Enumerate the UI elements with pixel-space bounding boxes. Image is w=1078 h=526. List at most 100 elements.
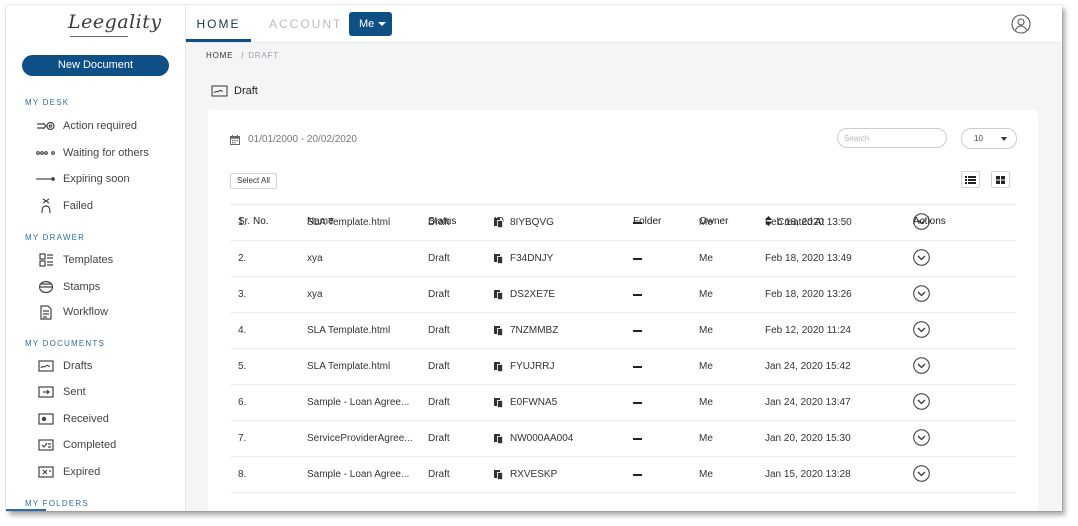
cell-created-at: Jan 20, 2020 15:30 [765,433,851,444]
date-range-filter[interactable]: 01/01/2000 - 20/02/2020 [230,134,357,145]
cell-owner: Me [699,289,713,300]
sidebar: Leegality New Document MY DESK Action re… [6,5,186,511]
sidebar-item-failed[interactable]: Failed [36,197,93,215]
caret-down-icon [378,22,386,26]
cell-sr-no: 3. [238,289,247,300]
chevron-down-circle-icon[interactable] [913,429,930,446]
chevron-down-circle-icon[interactable] [913,357,930,374]
chevron-down-circle-icon[interactable] [913,321,930,338]
expiring-line-icon [36,172,56,186]
sidebar-item-workflow[interactable]: Workflow [36,303,108,321]
table-row[interactable]: 5. SLA Template.html Draft FYUJRRJ Me Ja… [230,349,1016,385]
documents-card: 01/01/2000 - 20/02/2020 10 Select All Sr… [208,110,1038,511]
cell-document-name[interactable]: xya [307,289,323,300]
cell-document-id: E0FWNA5 [494,397,557,408]
cell-id-text: DS2XE7E [510,289,556,300]
brand-logo[interactable]: Leegality [68,11,162,33]
sidebar-item-expired[interactable]: Expired [36,463,100,481]
table-row[interactable]: 1. SLA Template.html Draft 8IYBQVG Me Fe… [230,205,1016,241]
chevron-down-circle-icon[interactable] [913,249,930,266]
sidebar-item-expiring-soon[interactable]: Expiring soon [36,170,130,188]
chevron-down-circle-icon[interactable] [913,285,930,302]
select-all-button[interactable]: Select All [230,173,277,189]
cell-document-name[interactable]: Sample - Loan Agree... [307,469,410,480]
table-row[interactable]: 2. xya Draft F34DNJY Me Feb 18, 2020 13:… [230,241,1016,277]
sidebar-item-label: Received [63,413,109,425]
sidebar-item-label: Sent [63,386,86,398]
cell-sr-no: 1. [238,217,247,228]
chevron-down-circle-icon[interactable] [913,393,930,410]
cell-status: Draft [428,253,450,264]
cell-id-text: RXVESKP [510,469,558,480]
sidebar-item-templates[interactable]: Templates [36,251,113,269]
list-view-button[interactable] [961,171,980,188]
folder-none-dash [633,258,642,260]
user-profile-icon[interactable] [1011,14,1031,34]
waiting-dots-icon [36,146,56,160]
breadcrumb-home[interactable]: HOME [206,51,234,60]
sidebar-scroll-indicator[interactable] [6,509,46,511]
sidebar-item-label: Failed [63,200,93,212]
sidebar-item-action-required[interactable]: Action required [36,117,137,135]
workflow-icon [36,304,56,320]
cell-document-id: NW000AA004 [494,433,573,444]
drafts-icon [36,359,56,373]
breadcrumb: HOME / DRAFT [206,51,279,60]
cell-document-name[interactable]: SLA Template.html [307,217,391,228]
chevron-down-circle-icon[interactable] [913,213,930,230]
tab-account[interactable]: ACCOUNT [269,17,343,31]
table-row[interactable]: 3. xya Draft DS2XE7E Me Feb 18, 2020 13:… [230,277,1016,313]
table-row[interactable]: 8. Sample - Loan Agree... Draft RXVESKP … [230,457,1016,493]
app-window: Leegality New Document MY DESK Action re… [6,5,1062,511]
sidebar-item-waiting-for-others[interactable]: Waiting for others [36,144,149,162]
cell-sr-no: 4. [238,325,247,336]
action-required-icon [36,119,56,133]
cell-owner: Me [699,469,713,480]
cell-document-name[interactable]: SLA Template.html [307,361,391,372]
column-header-label: Created At [777,217,825,228]
section-my-desk: MY DESK [25,98,70,107]
cell-document-id: 7NZMMBZ [494,325,558,336]
cell-document-id: RXVESKP [494,469,557,480]
grid-view-button[interactable] [991,171,1010,188]
folder-none-dash [633,438,642,440]
sidebar-item-completed[interactable]: Completed [36,436,116,454]
folder-none-dash [633,294,642,296]
sidebar-item-stamps[interactable]: Stamps [36,278,100,296]
cell-created-at: Feb 18, 2020 13:50 [765,217,852,228]
copy-icon[interactable] [494,217,503,228]
copy-icon[interactable] [494,433,503,444]
stamps-icon [36,280,56,294]
cell-document-name[interactable]: Sample - Loan Agree... [307,397,410,408]
chevron-down-circle-icon[interactable] [913,465,930,482]
table-row[interactable]: 7. ServiceProviderAgree... Draft NW000AA… [230,421,1016,457]
table-row[interactable]: 4. SLA Template.html Draft 7NZMMBZ Me Fe… [230,313,1016,349]
owner-filter-dropdown[interactable]: Me [349,12,392,36]
owner-filter-label: Me [359,18,375,30]
new-document-button[interactable]: New Document [22,55,169,76]
copy-icon[interactable] [494,253,503,264]
copy-icon[interactable] [494,469,503,480]
folder-none-dash [633,474,642,476]
section-my-folders[interactable]: MY FOLDERS [25,499,89,508]
copy-icon[interactable] [494,289,503,300]
cell-document-name[interactable]: ServiceProviderAgree... [307,433,413,444]
cell-document-name[interactable]: xya [307,253,323,264]
tab-home[interactable]: HOME [196,17,241,31]
cell-document-name[interactable]: SLA Template.html [307,325,391,336]
page-size-select[interactable]: 10 [961,128,1017,149]
search-input[interactable] [837,128,947,148]
sidebar-item-received[interactable]: Received [36,410,109,428]
copy-icon[interactable] [494,361,503,372]
copy-icon[interactable] [494,397,503,408]
copy-icon[interactable] [494,325,503,336]
table-row[interactable]: 6. Sample - Loan Agree... Draft E0FWNA5 … [230,385,1016,421]
sidebar-item-drafts[interactable]: Drafts [36,357,92,375]
column-header-created-at[interactable]: Created At [765,216,824,228]
cell-sr-no: 8. [238,469,247,480]
date-range-value: 01/01/2000 - 20/02/2020 [248,134,357,145]
column-header-folder: Folder [633,216,662,227]
caret-down-icon [1001,137,1007,141]
sidebar-item-sent[interactable]: Sent [36,383,86,401]
sort-icon [765,216,772,226]
